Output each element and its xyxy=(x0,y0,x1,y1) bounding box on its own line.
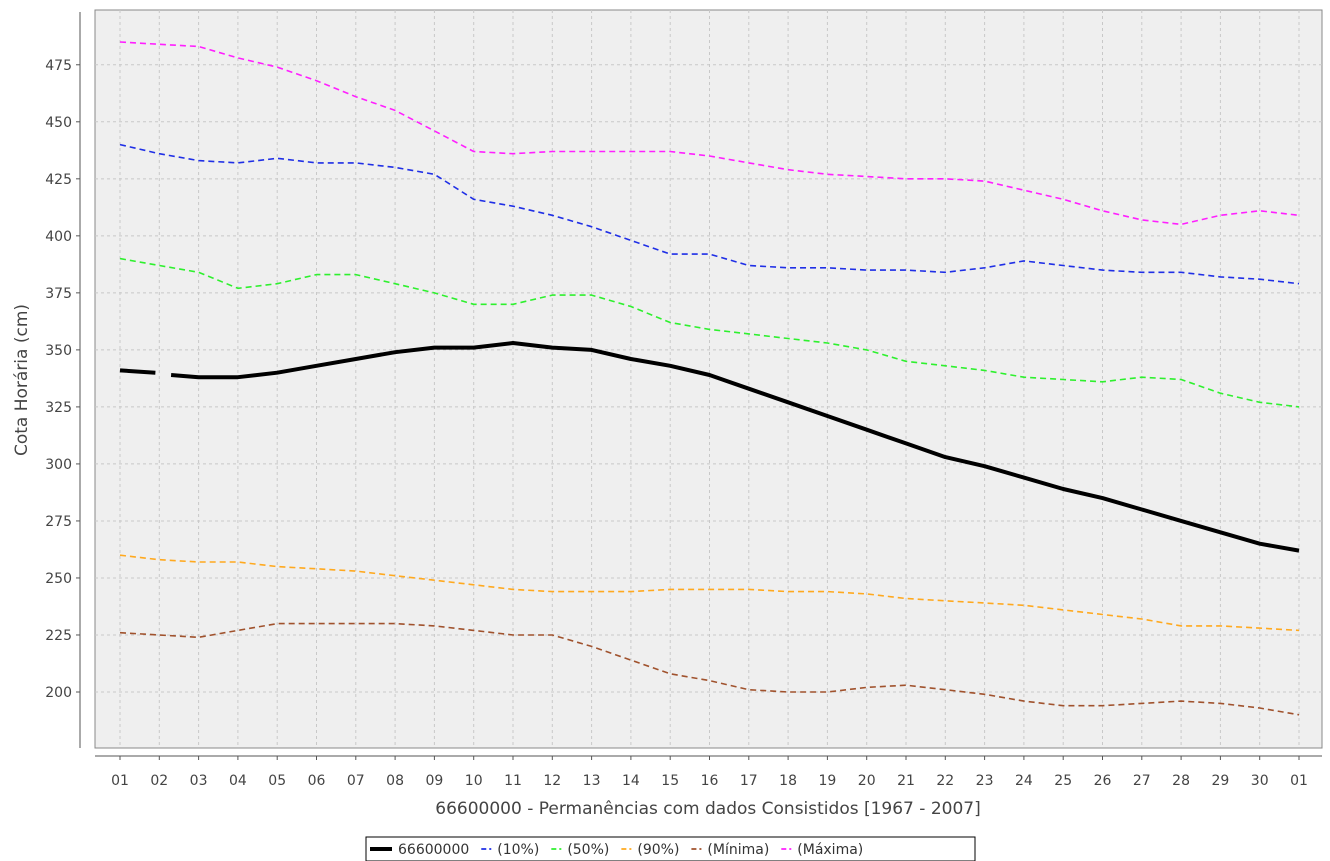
x-tick-label: 28 xyxy=(1172,773,1190,789)
series-line xyxy=(170,341,1300,553)
series-66600000 xyxy=(119,341,1300,553)
series-line xyxy=(119,368,156,375)
series-90 xyxy=(119,554,1300,632)
series-line xyxy=(119,41,1300,226)
y-tick-label: 375 xyxy=(45,286,72,302)
y-tick-label: 425 xyxy=(45,172,72,188)
legend: 66600000 (10%) (50%) (90%) (Mínima) (Máxima) xyxy=(365,836,976,861)
series-m-xima xyxy=(119,41,1300,226)
x-tick-label: 05 xyxy=(268,773,286,789)
x-tick-label: 17 xyxy=(740,773,758,789)
x-tick-label: 06 xyxy=(308,773,326,789)
x-tick-labels: 01 02 03 04 05 06 07 08 09 10 11 12 13 14 15 16 17 18 19 20… xyxy=(111,773,1308,789)
y-axis-title: Cota Horária (cm) xyxy=(12,304,32,456)
x-tick-label: 03 xyxy=(190,773,208,789)
axes xyxy=(76,12,1322,760)
series-line xyxy=(119,143,1300,285)
series-line xyxy=(119,257,1300,408)
y-tick-label: 325 xyxy=(45,400,72,416)
y-tick-label: 225 xyxy=(45,628,72,644)
x-tick-label: 08 xyxy=(386,773,404,789)
x-tick-label: 11 xyxy=(504,773,522,789)
x-tick-label: 21 xyxy=(897,773,915,789)
x-tick-label: 14 xyxy=(622,773,640,789)
series-line xyxy=(119,622,1300,716)
x-tick-label: 12 xyxy=(543,773,561,789)
x-tick-label: 04 xyxy=(229,773,247,789)
x-tick-label: 07 xyxy=(347,773,365,789)
x-tick-label: 15 xyxy=(661,773,679,789)
series-50 xyxy=(119,257,1300,408)
y-tick-label: 350 xyxy=(45,343,72,359)
y-tick-label: 400 xyxy=(45,229,72,245)
legend-label: (10%) xyxy=(497,842,539,858)
series-10 xyxy=(119,143,1300,285)
x-tick-label: 02 xyxy=(150,773,168,789)
x-tick-label: 19 xyxy=(818,773,836,789)
legend-label: 66600000 xyxy=(398,842,469,858)
x-tick-label: 10 xyxy=(465,773,483,789)
y-tick-label: 275 xyxy=(45,514,72,530)
y-tick-label: 200 xyxy=(45,685,72,701)
x-tick-label: 01 xyxy=(111,773,129,789)
y-tick-label: 450 xyxy=(45,115,72,131)
y-tick-label: 300 xyxy=(45,457,72,473)
plot-area xyxy=(94,9,1323,749)
x-tick-label: 25 xyxy=(1054,773,1072,789)
x-tick-label: 22 xyxy=(936,773,954,789)
x-tick-label: 23 xyxy=(976,773,994,789)
x-tick-label: 16 xyxy=(701,773,719,789)
x-tick-label: 29 xyxy=(1211,773,1229,789)
x-tick-label: 09 xyxy=(425,773,443,789)
y-tick-labels: 200 225 250 275 300 325 350 375 400 425 450 475 xyxy=(45,58,72,701)
x-tick-label: 13 xyxy=(583,773,601,789)
legend-box xyxy=(365,836,976,861)
y-tick-label: 475 xyxy=(45,58,72,74)
x-tick-label: 18 xyxy=(779,773,797,789)
x-axis-title: 66600000 - Permanências com dados Consis… xyxy=(435,799,980,819)
x-tick-label: 27 xyxy=(1133,773,1151,789)
series-lines xyxy=(119,41,1300,716)
legend-label: (Máxima) xyxy=(797,842,863,858)
legend-label: (90%) xyxy=(637,842,679,858)
legend-label: (Mínima) xyxy=(707,842,769,858)
x-tick-label: 30 xyxy=(1251,773,1269,789)
x-tick-label: 01 xyxy=(1290,773,1308,789)
legend-label: (50%) xyxy=(567,842,609,858)
y-tick-label: 250 xyxy=(45,571,72,587)
x-tick-label: 26 xyxy=(1094,773,1112,789)
x-tick-label: 20 xyxy=(858,773,876,789)
x-tick-label: 24 xyxy=(1015,773,1033,789)
series-line xyxy=(119,554,1300,632)
series-m-nima xyxy=(119,622,1300,716)
